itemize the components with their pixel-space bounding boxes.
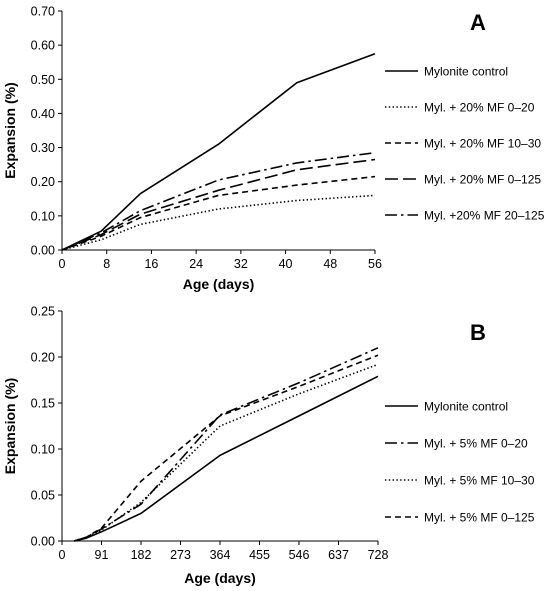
- x-tick-label: 24: [189, 257, 203, 271]
- x-tick-label: 32: [234, 257, 248, 271]
- panel-label: A: [470, 10, 486, 35]
- y-tick-label: 0.30: [31, 141, 55, 155]
- x-tick-label: 56: [368, 257, 382, 271]
- x-tick-label: 182: [131, 548, 152, 562]
- y-tick-label: 0.40: [31, 107, 55, 121]
- legend-entry: Myl. + 20% MF 0–125: [424, 173, 541, 187]
- series-line: [61, 175, 376, 251]
- y-tick-label: 0.60: [31, 39, 55, 53]
- x-tick-label: 16: [144, 257, 158, 271]
- x-axis-title: Age (days): [184, 570, 256, 586]
- chart-panel-A: 0.00 0.10 0.20 0.30 0.40 0.50 0.60 0.70 0 8 16 24 32…: [2, 5, 545, 293]
- y-tick-label: 0.50: [31, 73, 55, 87]
- x-tick-label: 637: [328, 548, 349, 562]
- x-tick-label: 273: [170, 548, 191, 562]
- y-axis-title: Expansion (%): [2, 378, 18, 474]
- y-tick-label: 0.10: [31, 209, 55, 223]
- legend-entry: Mylonite control: [424, 65, 508, 79]
- legend-entry: Myl. + 5% MF 10–30: [424, 474, 535, 488]
- series-line: [74, 375, 379, 542]
- legend-entry: Myl. + 20% MF 0–20: [424, 101, 535, 115]
- x-tick-label: 8: [103, 257, 110, 271]
- legend-entry: Myl. + 5% MF 0–125: [424, 511, 535, 525]
- y-tick-label: 0.20: [31, 351, 55, 365]
- legend-entry: Mylonite control: [424, 400, 508, 414]
- y-tick-label: 0.00: [31, 244, 55, 258]
- x-tick-label: 91: [95, 548, 109, 562]
- x-tick-label: 48: [323, 257, 337, 271]
- y-tick-label: 0.20: [31, 175, 55, 189]
- y-tick-label: 0.05: [31, 489, 55, 503]
- legend-entry: Myl. + 20% MF 10–30: [424, 137, 541, 151]
- series-line: [61, 52, 376, 251]
- panel-label: B: [470, 320, 486, 345]
- x-tick-label: 0: [59, 257, 66, 271]
- series-line: [61, 151, 376, 251]
- y-tick-label: 0.70: [31, 5, 55, 19]
- series-line: [61, 158, 376, 251]
- x-axis-title: Age (days): [183, 276, 255, 292]
- legend-entry: Myl. +20% MF 20–125: [424, 209, 545, 223]
- y-tick-label: 0.00: [31, 535, 55, 549]
- y-axis-title: Expansion (%): [2, 82, 18, 178]
- chart-panel-B: 0.00 0.05 0.10 0.15 0.20 0.25 0 91 182 273 364 455 5…: [2, 305, 535, 587]
- legend-entry: Myl. + 5% MF 0–20: [424, 437, 528, 451]
- y-tick-label: 0.25: [31, 305, 55, 319]
- x-tick-label: 0: [59, 548, 66, 562]
- x-tick-label: 364: [210, 548, 231, 562]
- x-tick-label: 40: [279, 257, 293, 271]
- series-line: [73, 347, 379, 542]
- series-line: [73, 354, 379, 542]
- y-tick-label: 0.10: [31, 443, 55, 457]
- x-tick-label: 546: [289, 548, 310, 562]
- x-tick-label: 728: [368, 548, 389, 562]
- series-line: [61, 194, 376, 251]
- x-tick-label: 455: [249, 548, 270, 562]
- y-tick-label: 0.15: [31, 397, 55, 411]
